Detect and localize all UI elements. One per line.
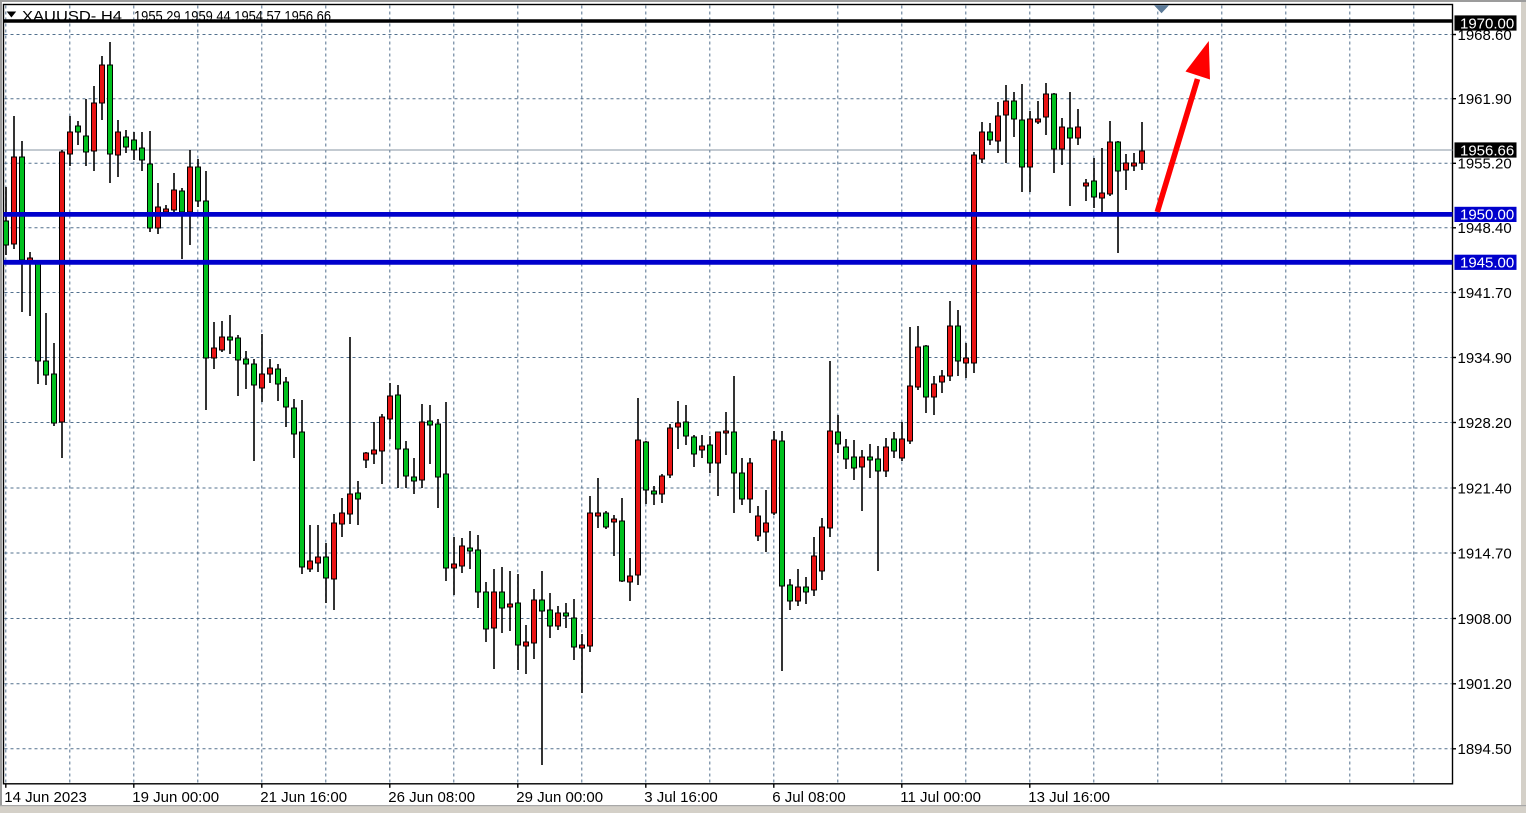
svg-text:19 Jun 00:00: 19 Jun 00:00 xyxy=(132,789,219,806)
svg-text:1934.90: 1934.90 xyxy=(1458,350,1512,367)
svg-text:1950.00: 1950.00 xyxy=(1460,207,1514,224)
svg-text:11 Jul 00:00: 11 Jul 00:00 xyxy=(900,789,981,806)
svg-text:1955.20: 1955.20 xyxy=(1458,156,1512,173)
svg-text:1968.60: 1968.60 xyxy=(1458,27,1512,44)
svg-text:1914.70: 1914.70 xyxy=(1458,545,1512,562)
svg-text:13 Jul 16:00: 13 Jul 16:00 xyxy=(1028,789,1110,806)
svg-text:1921.40: 1921.40 xyxy=(1458,480,1512,497)
svg-text:1928.20: 1928.20 xyxy=(1458,415,1512,432)
svg-text:XAUUSD- H4: XAUUSD- H4 xyxy=(22,8,122,25)
svg-text:1945.00: 1945.00 xyxy=(1460,255,1514,272)
svg-text:3 Jul 16:00: 3 Jul 16:00 xyxy=(644,789,717,806)
svg-text:1956.66: 1956.66 xyxy=(1460,142,1514,159)
svg-text:21 Jun 16:00: 21 Jun 16:00 xyxy=(260,789,347,806)
svg-text:1901.20: 1901.20 xyxy=(1458,676,1512,693)
svg-text:1948.40: 1948.40 xyxy=(1458,220,1512,237)
svg-text:1894.50: 1894.50 xyxy=(1458,741,1512,758)
svg-text:1970.00: 1970.00 xyxy=(1460,15,1514,32)
svg-text:14 Jun 2023: 14 Jun 2023 xyxy=(4,789,87,806)
svg-text:1908.00: 1908.00 xyxy=(1458,611,1512,628)
svg-text:6 Jul 08:00: 6 Jul 08:00 xyxy=(772,789,845,806)
svg-text:29 Jun 00:00: 29 Jun 00:00 xyxy=(516,789,603,806)
svg-text:1961.90: 1961.90 xyxy=(1458,91,1512,108)
svg-text:26 Jun 08:00: 26 Jun 08:00 xyxy=(388,789,475,806)
svg-text:1941.70: 1941.70 xyxy=(1458,285,1512,302)
svg-text:1955.29 1959.44 1954.57 1956.6: 1955.29 1959.44 1954.57 1956.66 xyxy=(134,8,331,25)
